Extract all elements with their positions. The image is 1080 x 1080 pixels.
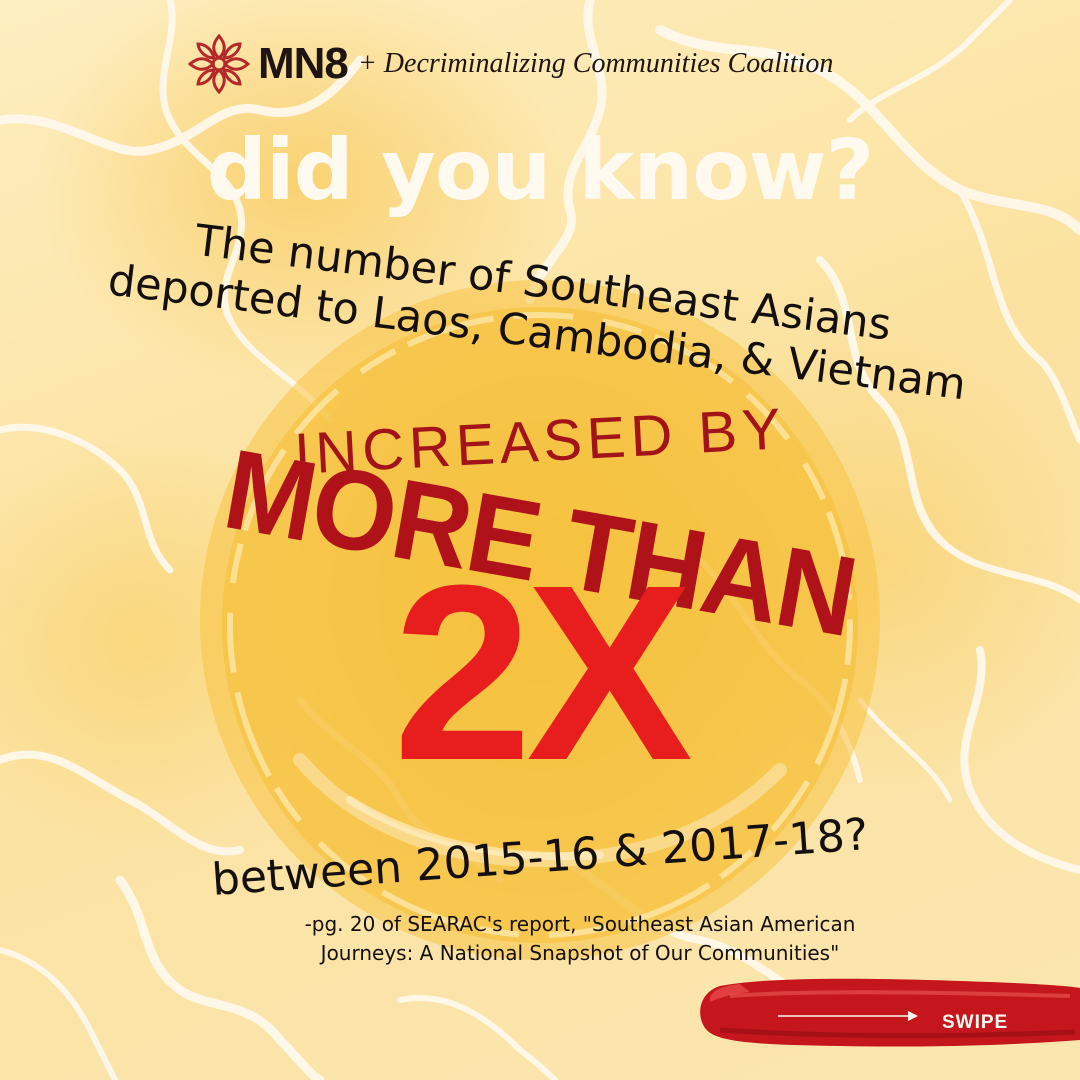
arrow-right-icon: [778, 1011, 918, 1021]
lotus-flower-icon: [187, 33, 251, 95]
multiplier-text: 2X: [393, 533, 693, 812]
partner-name: + Decriminalizing Communities Coalition: [357, 48, 834, 79]
swipe-button[interactable]: SWIPE: [690, 972, 1080, 1052]
citation-line-1: -pg. 20 of SEARAC's report, "Southeast A…: [304, 912, 856, 936]
swipe-label: SWIPE: [942, 1012, 1009, 1033]
red-brush-stroke: [700, 978, 1080, 1047]
logo-row: MN8 + Decriminalizing Communities Coalit…: [184, 32, 833, 96]
headline: did you know?: [206, 121, 875, 219]
citation: -pg. 20 of SEARAC's report, "Southeast A…: [250, 910, 910, 968]
brand-name: MN8: [258, 39, 349, 88]
citation-line-2: Journeys: A National Snapshot of Our Com…: [320, 941, 840, 965]
